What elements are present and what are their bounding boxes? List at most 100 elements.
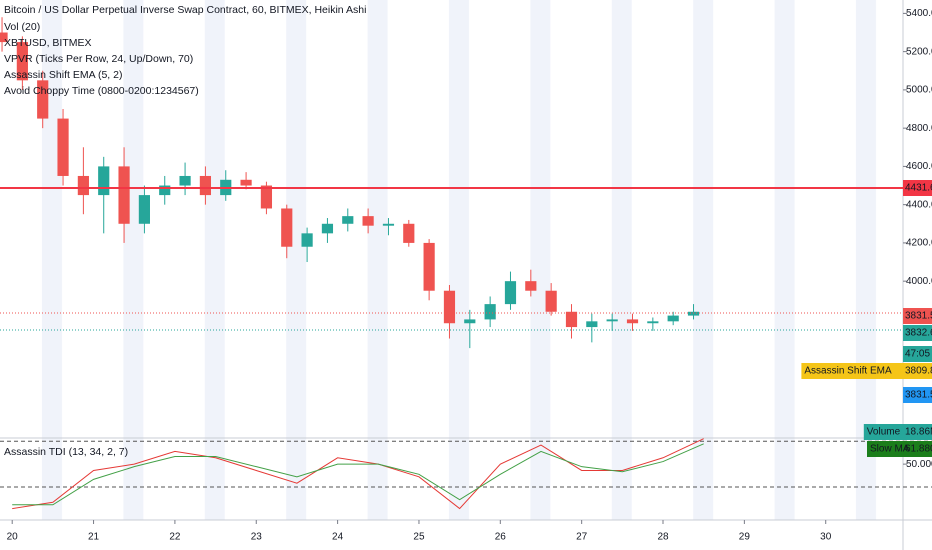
candle-body xyxy=(586,321,598,328)
chart-title: Bitcoin / US Dollar Perpetual Inverse Sw… xyxy=(4,4,366,16)
candle xyxy=(586,313,598,343)
x-tick-label: 30 xyxy=(820,532,832,543)
candle-body xyxy=(403,223,415,243)
candle-body xyxy=(342,216,354,224)
price-label: 3831.5 xyxy=(905,311,932,322)
candle xyxy=(77,147,89,215)
candle-body xyxy=(159,185,171,196)
indicator-label: XBTUSD, BITMEX xyxy=(4,37,92,49)
candle-body xyxy=(77,175,89,196)
candle-body xyxy=(382,223,395,226)
price-label: 3832.6 xyxy=(905,328,932,339)
candle-body xyxy=(240,179,252,186)
candle xyxy=(37,70,49,129)
candle-body xyxy=(179,175,191,186)
candle-body xyxy=(98,166,110,196)
price-label-bg xyxy=(903,325,932,341)
candle-body xyxy=(118,166,130,224)
y-tick-label: 4800.0 xyxy=(906,123,932,134)
candle-body xyxy=(667,315,679,322)
y-tick-label: 4200.0 xyxy=(906,238,932,249)
candle xyxy=(281,204,293,259)
candle xyxy=(525,269,537,297)
tdi-line xyxy=(12,438,704,510)
x-tick-label: 27 xyxy=(576,532,588,543)
x-tick-label: 25 xyxy=(413,532,425,543)
price-label: 4431.6 xyxy=(905,183,932,194)
candle xyxy=(118,147,130,243)
price-label: 3809.8 xyxy=(905,366,932,377)
price-label: 3831.5 xyxy=(905,390,932,401)
candle xyxy=(240,172,252,190)
price-label-bg xyxy=(863,424,932,440)
candle xyxy=(545,283,557,316)
candle xyxy=(565,304,578,339)
candle-body xyxy=(687,311,700,316)
candle-body xyxy=(484,304,496,320)
y-tick-label: 50.0000 xyxy=(906,459,932,470)
price-label-bg xyxy=(903,387,932,403)
candle-body xyxy=(443,290,456,324)
candle xyxy=(362,208,374,234)
price-label-name: Assassin Shift EMA xyxy=(804,366,892,377)
candle xyxy=(647,317,659,331)
price-label: 18.86M xyxy=(905,427,932,438)
price-label-bg xyxy=(903,346,932,362)
candle xyxy=(321,218,334,243)
price-label-bg xyxy=(867,441,932,457)
candle-body xyxy=(565,311,578,328)
candle-body xyxy=(0,32,8,43)
candle xyxy=(423,239,435,301)
candle xyxy=(98,156,110,234)
y-tick-label: 5000.0 xyxy=(906,85,932,96)
candle xyxy=(403,219,415,247)
session-bands xyxy=(0,0,903,520)
indicator-label: VPVR (Ticks Per Row, 24, Up/Down, 70) xyxy=(4,53,193,65)
x-tick-label: 22 xyxy=(169,532,181,543)
candle xyxy=(606,313,618,331)
candle-body xyxy=(57,118,69,176)
candle xyxy=(443,284,456,339)
candle xyxy=(667,311,679,326)
candle xyxy=(504,271,517,310)
candle-body xyxy=(504,281,517,305)
candle-body xyxy=(199,175,212,196)
price-label-bg xyxy=(801,363,932,379)
y-tick-label: 4000.0 xyxy=(906,276,932,287)
candle-body xyxy=(647,321,659,324)
candle xyxy=(57,109,69,186)
candle-body xyxy=(362,216,374,226)
candle xyxy=(484,296,496,328)
y-tick-label: 4400.0 xyxy=(906,199,932,210)
y-tick-label: 5200.0 xyxy=(906,46,932,57)
indicator-label: Assassin Shift EMA (5, 2) xyxy=(4,69,122,81)
indicator-label: Avoid Choppy Time (0800-0200:1234567) xyxy=(4,85,199,97)
indicator-label: Vol (20) xyxy=(4,21,40,33)
price-label-bg xyxy=(903,180,932,196)
x-tick-label: 24 xyxy=(332,532,344,543)
candle xyxy=(0,17,8,52)
candle xyxy=(342,208,354,232)
candle xyxy=(687,304,700,320)
candle-body xyxy=(464,319,476,324)
price-label: 47:05 xyxy=(905,349,930,360)
candle xyxy=(301,227,313,263)
candle-body xyxy=(260,185,273,209)
candle-body xyxy=(301,233,313,247)
candle-body xyxy=(423,242,435,291)
tdi-line xyxy=(12,443,704,506)
x-tick-label: 21 xyxy=(88,532,100,543)
candle-body xyxy=(626,319,639,324)
x-tick-label: 23 xyxy=(251,532,263,543)
candle xyxy=(199,166,212,205)
candle xyxy=(138,185,150,234)
candle xyxy=(159,175,171,205)
candle xyxy=(382,218,395,236)
candle-body xyxy=(606,319,618,322)
candle-body xyxy=(16,42,28,81)
candle xyxy=(16,36,28,90)
y-tick-label: 4600.0 xyxy=(906,161,932,172)
candle-body xyxy=(545,290,557,312)
price-label-bg xyxy=(903,308,932,324)
